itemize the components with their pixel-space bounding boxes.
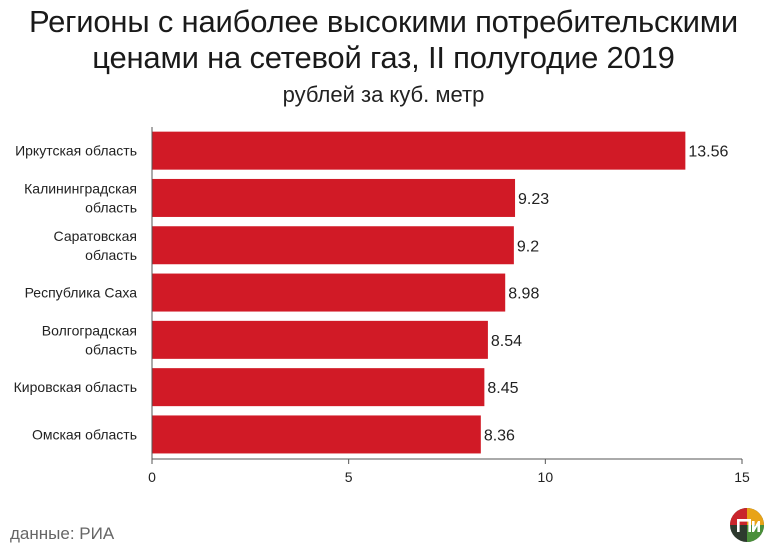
chart-title: Регионы с наиболее высокими потребительс… bbox=[0, 4, 767, 76]
category-label-line: Иркутская область bbox=[15, 143, 137, 159]
bar-value-label: 8.36 bbox=[484, 427, 515, 444]
source-note: данные: РИА bbox=[10, 524, 115, 543]
category-label-line: Омская область bbox=[32, 426, 137, 442]
bar-value-label: 8.54 bbox=[491, 333, 522, 350]
category-label: Омская область bbox=[32, 426, 137, 442]
x-tick-label: 5 bbox=[345, 469, 353, 485]
x-tick-label: 0 bbox=[148, 469, 156, 485]
category-label: Иркутская область bbox=[15, 143, 137, 159]
bar-value-label: 13.56 bbox=[688, 144, 728, 161]
bar bbox=[152, 415, 481, 454]
category-label-line: Республика Саха bbox=[25, 285, 138, 301]
chart-subtitle: рублей за куб. метр bbox=[282, 82, 485, 107]
bar bbox=[152, 178, 516, 217]
bar-value-label: 8.98 bbox=[508, 286, 539, 303]
bar bbox=[152, 131, 686, 170]
bar-value-label: 8.45 bbox=[487, 380, 518, 397]
bar bbox=[152, 368, 485, 407]
chart-title-line-2: ценами на сетевой газ, II полугодие 2019 bbox=[92, 40, 675, 75]
category-label-line: Калининградская bbox=[24, 180, 137, 196]
x-tick-label: 10 bbox=[538, 469, 554, 485]
category-label-line: Волгоградская bbox=[42, 322, 137, 338]
x-tick-label: 15 bbox=[734, 469, 750, 485]
chart-title-line-1: Регионы с наиболее высокими потребительс… bbox=[29, 4, 738, 39]
bar bbox=[152, 226, 514, 265]
bar-value-label: 9.2 bbox=[517, 238, 539, 255]
category-label: Волгоградская область bbox=[42, 322, 137, 357]
category-label-line: область bbox=[85, 341, 137, 357]
category-label: Кировская область bbox=[14, 379, 137, 395]
category-label-line: Кировская область bbox=[14, 379, 137, 395]
bar bbox=[152, 273, 506, 312]
category-label: Калининградская область bbox=[24, 180, 137, 215]
category-label-line: Саратовская bbox=[54, 228, 137, 244]
category-label-line: область bbox=[85, 199, 137, 215]
bar bbox=[152, 320, 488, 359]
category-label: Республика Саха bbox=[25, 285, 138, 301]
ria-logo-icon bbox=[730, 508, 764, 542]
category-label: Саратовская область bbox=[54, 228, 137, 263]
bar-value-label: 9.23 bbox=[518, 191, 549, 208]
category-label-line: область bbox=[85, 247, 137, 263]
